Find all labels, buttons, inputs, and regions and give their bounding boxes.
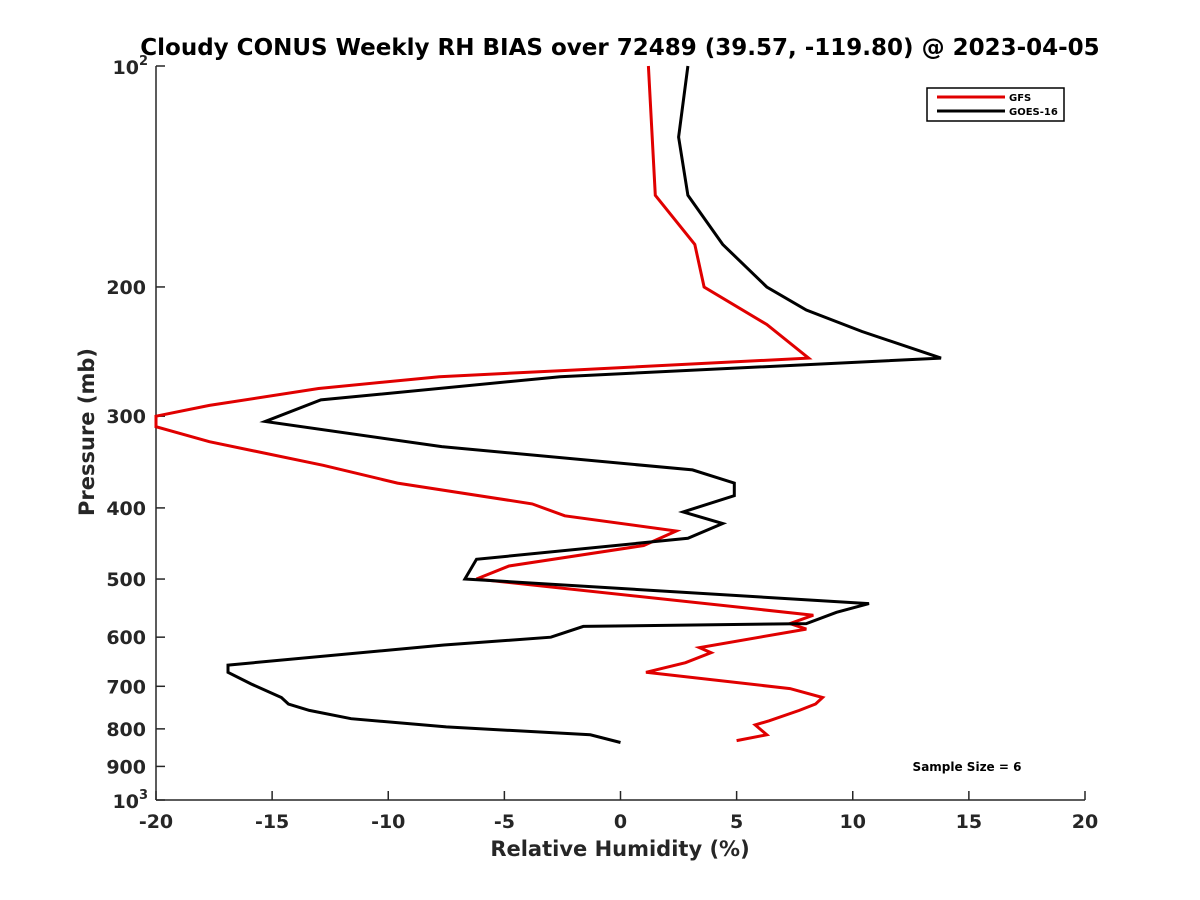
x-tick-label: -15	[255, 811, 289, 833]
x-tick-label: 0	[614, 811, 627, 833]
chart-title: Cloudy CONUS Weekly RH BIAS over 72489 (…	[140, 35, 1099, 61]
y-tick-label: 500	[106, 569, 146, 591]
series-line-gfs	[154, 65, 826, 743]
plot-area: -20 -15 -10 -5 0 5 10 15 20 102 200 300 400 500 600 700…	[106, 54, 1098, 833]
y-tick-label: 700	[106, 676, 146, 698]
x-tick-label: 20	[1072, 811, 1098, 833]
y-tick-label: 200	[106, 277, 146, 299]
x-tick-label: 15	[956, 811, 982, 833]
x-tick-label: -5	[494, 811, 515, 833]
y-tick-label: 102	[113, 54, 149, 79]
y-tick-label: 800	[106, 719, 146, 741]
series-line-goes-16	[226, 65, 942, 744]
y-tick-label: 300	[106, 406, 146, 428]
y-tick-label: 103	[113, 788, 149, 813]
x-tick-label: 5	[730, 811, 743, 833]
legend-entry: GOES-16	[1009, 107, 1058, 118]
sample-size-annotation: Sample Size = 6	[913, 760, 1022, 774]
legend-entry: GFS	[1009, 93, 1031, 104]
y-tick-label: 400	[106, 498, 146, 520]
y-tick-label: 600	[106, 627, 146, 649]
y-tick-label: 900	[106, 756, 146, 778]
x-tick-label: -10	[371, 811, 405, 833]
x-tick-label: -20	[139, 811, 173, 833]
x-tick-label: 10	[840, 811, 866, 833]
x-axis-label: Relative Humidity (%)	[490, 837, 749, 861]
legend-box	[926, 87, 1065, 122]
y-axis-label: Pressure (mb)	[75, 348, 99, 516]
legend: GFS GOES-16	[926, 87, 1065, 122]
